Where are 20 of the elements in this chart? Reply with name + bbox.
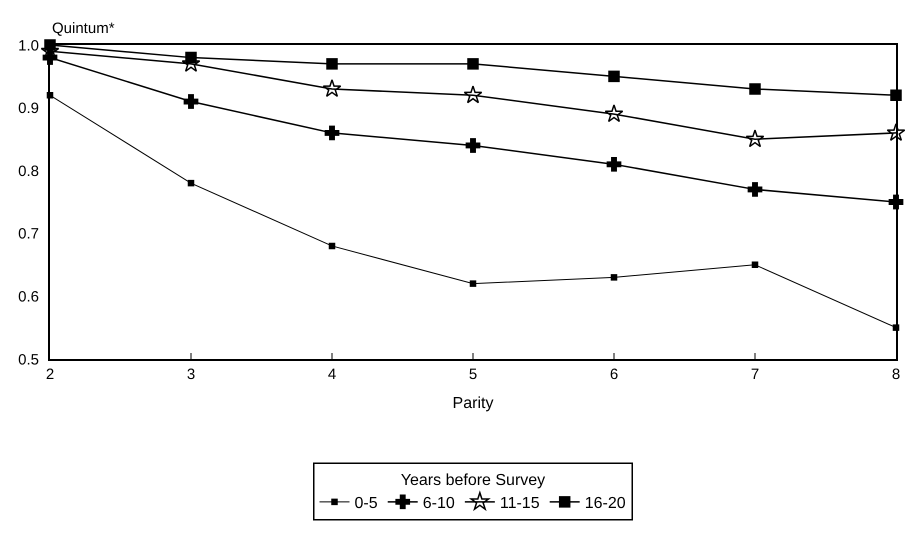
x-tick-label: 7 [750,366,760,383]
y-tick-label: 0.5 [18,351,39,368]
legend-title: Years before Survey [400,472,546,489]
y-tick-label: 0.7 [18,226,39,243]
y-axis-title: Quintum* [52,20,115,37]
legend-label: 0-5 [354,495,378,512]
x-tick-label: 6 [610,366,618,383]
legend-label: 16-20 [584,495,626,512]
x-axis-title: Parity [452,395,494,412]
y-tick-label: 1.0 [18,37,39,54]
x-tick-label: 5 [468,366,478,383]
y-tick-label: 0.8 [18,162,39,180]
x-tick-label: 8 [892,366,900,383]
x-tick-label: 3 [186,366,196,383]
x-tick-label: 4 [328,366,336,383]
legend-label: 11-15 [500,495,540,512]
y-tick-label: 0.6 [18,288,39,306]
y-tick-label: 0.9 [18,100,39,118]
x-tick-label: 2 [46,366,54,383]
legend-label: 6-10 [422,495,455,512]
